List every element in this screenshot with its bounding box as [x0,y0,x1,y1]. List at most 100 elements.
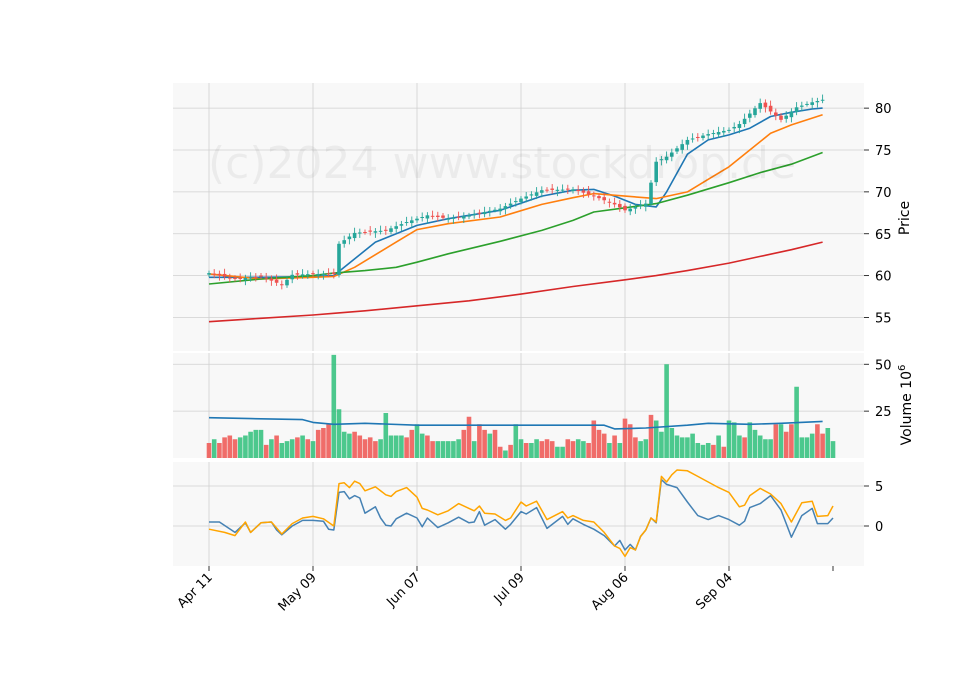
candle-body [410,220,414,224]
volume-bar [560,446,565,458]
volume-bar [357,435,363,458]
candle-body [571,189,575,192]
volume-bar [227,435,233,458]
volume-bar [347,433,352,458]
volume-bar [263,444,269,458]
volume-bar [321,428,326,458]
candle-body [597,196,601,199]
candle-body [737,124,742,128]
volume-bar [388,435,394,458]
candle-body [654,161,658,183]
volume-bar [804,437,810,458]
volume-bar [352,431,357,458]
candle-body [794,107,799,112]
volume-bar [726,420,732,458]
candle-body [404,222,409,224]
candle-body [732,126,736,129]
watermark: (c)2024 www.stockdrop.de [208,138,796,189]
x-tick-label: May 09 [276,570,320,614]
volume-bar [664,364,669,458]
volume-bar [284,441,290,458]
volume-bar [799,437,805,458]
candle-body [337,243,341,275]
volume-bar [456,439,461,458]
candle-body [233,277,237,279]
candle-body [326,273,331,275]
volume-bar [747,422,753,458]
volume-bar [534,439,539,458]
candle-body [602,197,606,201]
candle-body [514,201,518,203]
volume-bar [435,441,441,458]
candle-body [498,208,502,212]
candle-body [784,115,788,119]
candle-body [540,190,544,193]
volume-bar [607,443,612,458]
candle-body [685,139,690,145]
volume-bar [289,439,295,458]
volume-bar [638,441,643,458]
candle-body [280,284,284,286]
volume-bar [581,441,586,458]
volume-bar [752,429,758,458]
candle-body [441,215,445,218]
oscillator-line-2 [208,469,834,558]
volume-ytick-label: 50 [875,358,892,373]
candle-body [748,113,752,118]
candle-body [633,206,638,209]
candle-body [269,278,274,281]
candle-body [789,111,794,118]
volume-bar [445,441,451,458]
volume-bar [783,431,789,458]
volume-panel: 25 50 [173,353,892,458]
volume-bar [305,439,311,458]
candle-body [727,129,731,131]
candle-body [774,112,778,116]
volume-bar [690,433,695,458]
volume-bar [731,422,737,458]
volume-bar [471,441,477,458]
candle-body [212,273,216,275]
volume-bar [529,443,534,458]
candle-body [477,212,482,214]
candle-body [228,277,232,279]
volume-bar [789,424,794,458]
volume-ytick-label: 25 [875,405,892,420]
volume-bar [716,435,721,458]
volume-bar [549,441,555,458]
candle-body [415,218,419,221]
candle-body [716,131,721,135]
volume-bar [378,439,383,458]
volume-bar [425,435,430,458]
volume-bar [217,443,222,458]
volume-bar [482,429,487,458]
candle-body [358,232,362,234]
candle-body [612,202,617,205]
candle-body [810,102,814,105]
candle-body [576,189,580,192]
candle-body [430,215,435,217]
candle-body [623,205,627,211]
volume-bar [310,441,316,458]
volume-bar [768,439,773,458]
candle-body [628,208,632,212]
candle-body [446,218,450,220]
volume-bar [643,439,649,458]
volume-bar [399,435,404,458]
candle-body [217,273,222,276]
volume-bar [586,443,591,458]
candle-body [389,228,393,232]
candle-body [722,130,726,133]
volume-bar [695,443,701,458]
volume-bar [591,420,597,458]
candle-body [332,272,336,274]
price-ytick-label: 65 [875,228,892,243]
candle-body [664,156,669,161]
candle-body [545,189,549,191]
volume-bar [570,441,576,458]
candle-body [238,277,242,279]
candle-body [259,275,263,277]
volume-bar [237,437,243,458]
oscillator-panel: 05 [173,462,883,566]
candle-body [373,231,378,233]
